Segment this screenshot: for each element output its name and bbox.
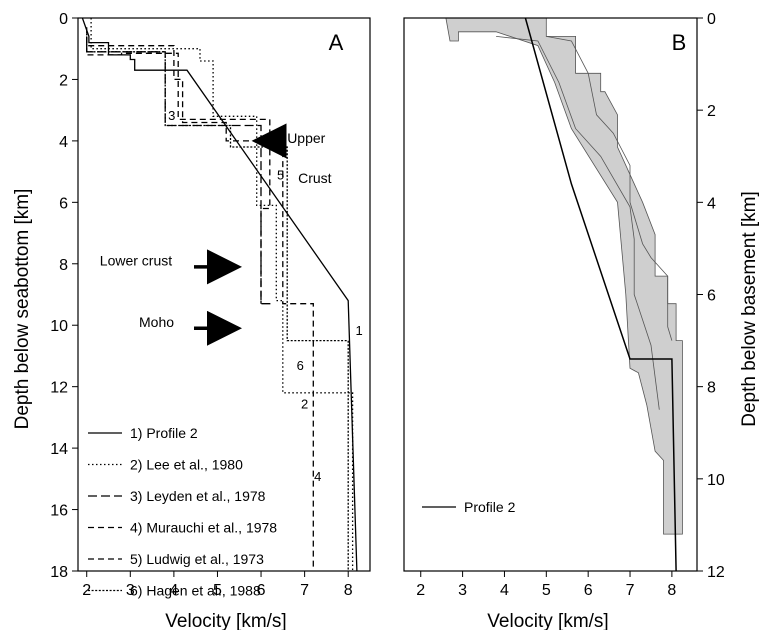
panel-a-legend-label: 6) Hagen et al., 1988 bbox=[130, 583, 261, 599]
panel-b-xlabel: Velocity [km/s] bbox=[487, 611, 608, 630]
panel-b-envelope-inner-line bbox=[496, 36, 660, 410]
panel-a-series-number: 6 bbox=[297, 358, 304, 373]
panel-b: 2 3 4 5 6 7 8 0 2 4 6 8 10 12 Profile 2 bbox=[403, 11, 725, 599]
panel-a-series-5 bbox=[86, 45, 271, 304]
panel-a-series-number: 5 bbox=[277, 168, 284, 183]
panel-a-ytick-label: 2 bbox=[59, 72, 68, 89]
panel-b-envelope bbox=[445, 17, 683, 535]
panel-a-series-number: 4 bbox=[314, 469, 321, 484]
panel-b-ytick-label: 10 bbox=[707, 472, 725, 489]
panel-a-annotation: Upper bbox=[287, 130, 325, 146]
panel-a-frame bbox=[77, 17, 371, 572]
panel-a-series-number: 1 bbox=[355, 323, 362, 338]
panel-b-ylabel: Depth below basement [km] bbox=[739, 191, 760, 427]
panel-a-series-6 bbox=[86, 33, 349, 571]
panel-a-xtick-label: 4 bbox=[169, 582, 178, 599]
panel-a-ytick-label: 8 bbox=[59, 257, 68, 274]
panel-b-label: B bbox=[672, 30, 687, 55]
panel-a-ytick-label: 4 bbox=[59, 134, 68, 151]
panel-b-envelope-inner-line bbox=[546, 36, 673, 341]
panel-a-ytick-label: 16 bbox=[50, 503, 68, 520]
panel-a-legend-label: 2) Lee et al., 1980 bbox=[130, 457, 243, 473]
panel-a-plot bbox=[81, 18, 358, 571]
panel-a: 2 3 4 5 6 7 8024681012141618123456UpperCrustLo… bbox=[50, 11, 371, 599]
panel-b-ytick-label: 8 bbox=[707, 380, 716, 397]
panel-b-series-1 bbox=[524, 17, 677, 572]
panel-b-ytick-label: 12 bbox=[707, 564, 725, 581]
panel-a-annotation: Crust bbox=[298, 170, 332, 186]
panel-a-ytick-label: 12 bbox=[50, 380, 68, 397]
panel-a-xtick-label: 5 bbox=[213, 582, 222, 599]
panel-a-legend-label: 3) Leyden et al., 1978 bbox=[130, 488, 266, 504]
panel-a-xtick-label: 2 bbox=[82, 582, 91, 599]
panel-a-series-number: 3 bbox=[168, 108, 175, 123]
panel-b-ytick-label: 2 bbox=[707, 103, 716, 120]
panel-a-series-number: 2 bbox=[301, 397, 308, 412]
panel-a-ytick-label: 0 bbox=[59, 11, 68, 28]
panel-a-annotation: Moho bbox=[139, 314, 174, 330]
panel-a-ytick-label: 18 bbox=[50, 564, 68, 581]
panel-b-ytick-label: 4 bbox=[707, 195, 716, 212]
panel-a-series-1 bbox=[81, 18, 358, 571]
panel-a-series-2 bbox=[90, 18, 354, 571]
panel-a-ytick-label: 10 bbox=[50, 318, 68, 335]
panel-b-xtick-label: 4 bbox=[500, 582, 509, 599]
panel-b-xtick-label: 7 bbox=[626, 582, 635, 599]
panel-a-xtick-label: 7 bbox=[300, 582, 309, 599]
panel-a-ylabel: Depth below seabottom [km] bbox=[12, 189, 33, 430]
panel-b-xtick-label: 8 bbox=[667, 582, 676, 599]
panel-a-series-4 bbox=[86, 27, 314, 571]
panel-b-xtick-label: 3 bbox=[458, 582, 467, 599]
panel-a-xtick-label: 3 bbox=[126, 582, 135, 599]
panel-a-ytick-label: 14 bbox=[50, 441, 68, 458]
panel-a-xtick-label: 8 bbox=[344, 582, 353, 599]
panel-b-ytick-label: 6 bbox=[707, 288, 716, 305]
panel-a-legend-label: 1) Profile 2 bbox=[130, 425, 198, 441]
panel-a-annotation: Lower crust bbox=[100, 253, 172, 269]
panel-b-ytick-label: 0 bbox=[707, 11, 716, 28]
panel-a-label: A bbox=[329, 30, 344, 55]
panel-b-xtick-label: 5 bbox=[542, 582, 551, 599]
panel-a-xtick-label: 6 bbox=[257, 582, 266, 599]
panel-a-xlabel: Velocity [km/s] bbox=[165, 611, 286, 630]
panel-a-legend-label: 5) Ludwig et al., 1973 bbox=[130, 551, 264, 567]
panel-b-xtick-label: 6 bbox=[584, 582, 593, 599]
panel-a-legend-label: 4) Murauchi et al., 1978 bbox=[130, 520, 277, 536]
panel-a-ytick-label: 6 bbox=[59, 195, 68, 212]
panel-b-legend-label: Profile 2 bbox=[464, 499, 516, 515]
panel-b-xtick-label: 2 bbox=[416, 582, 425, 599]
